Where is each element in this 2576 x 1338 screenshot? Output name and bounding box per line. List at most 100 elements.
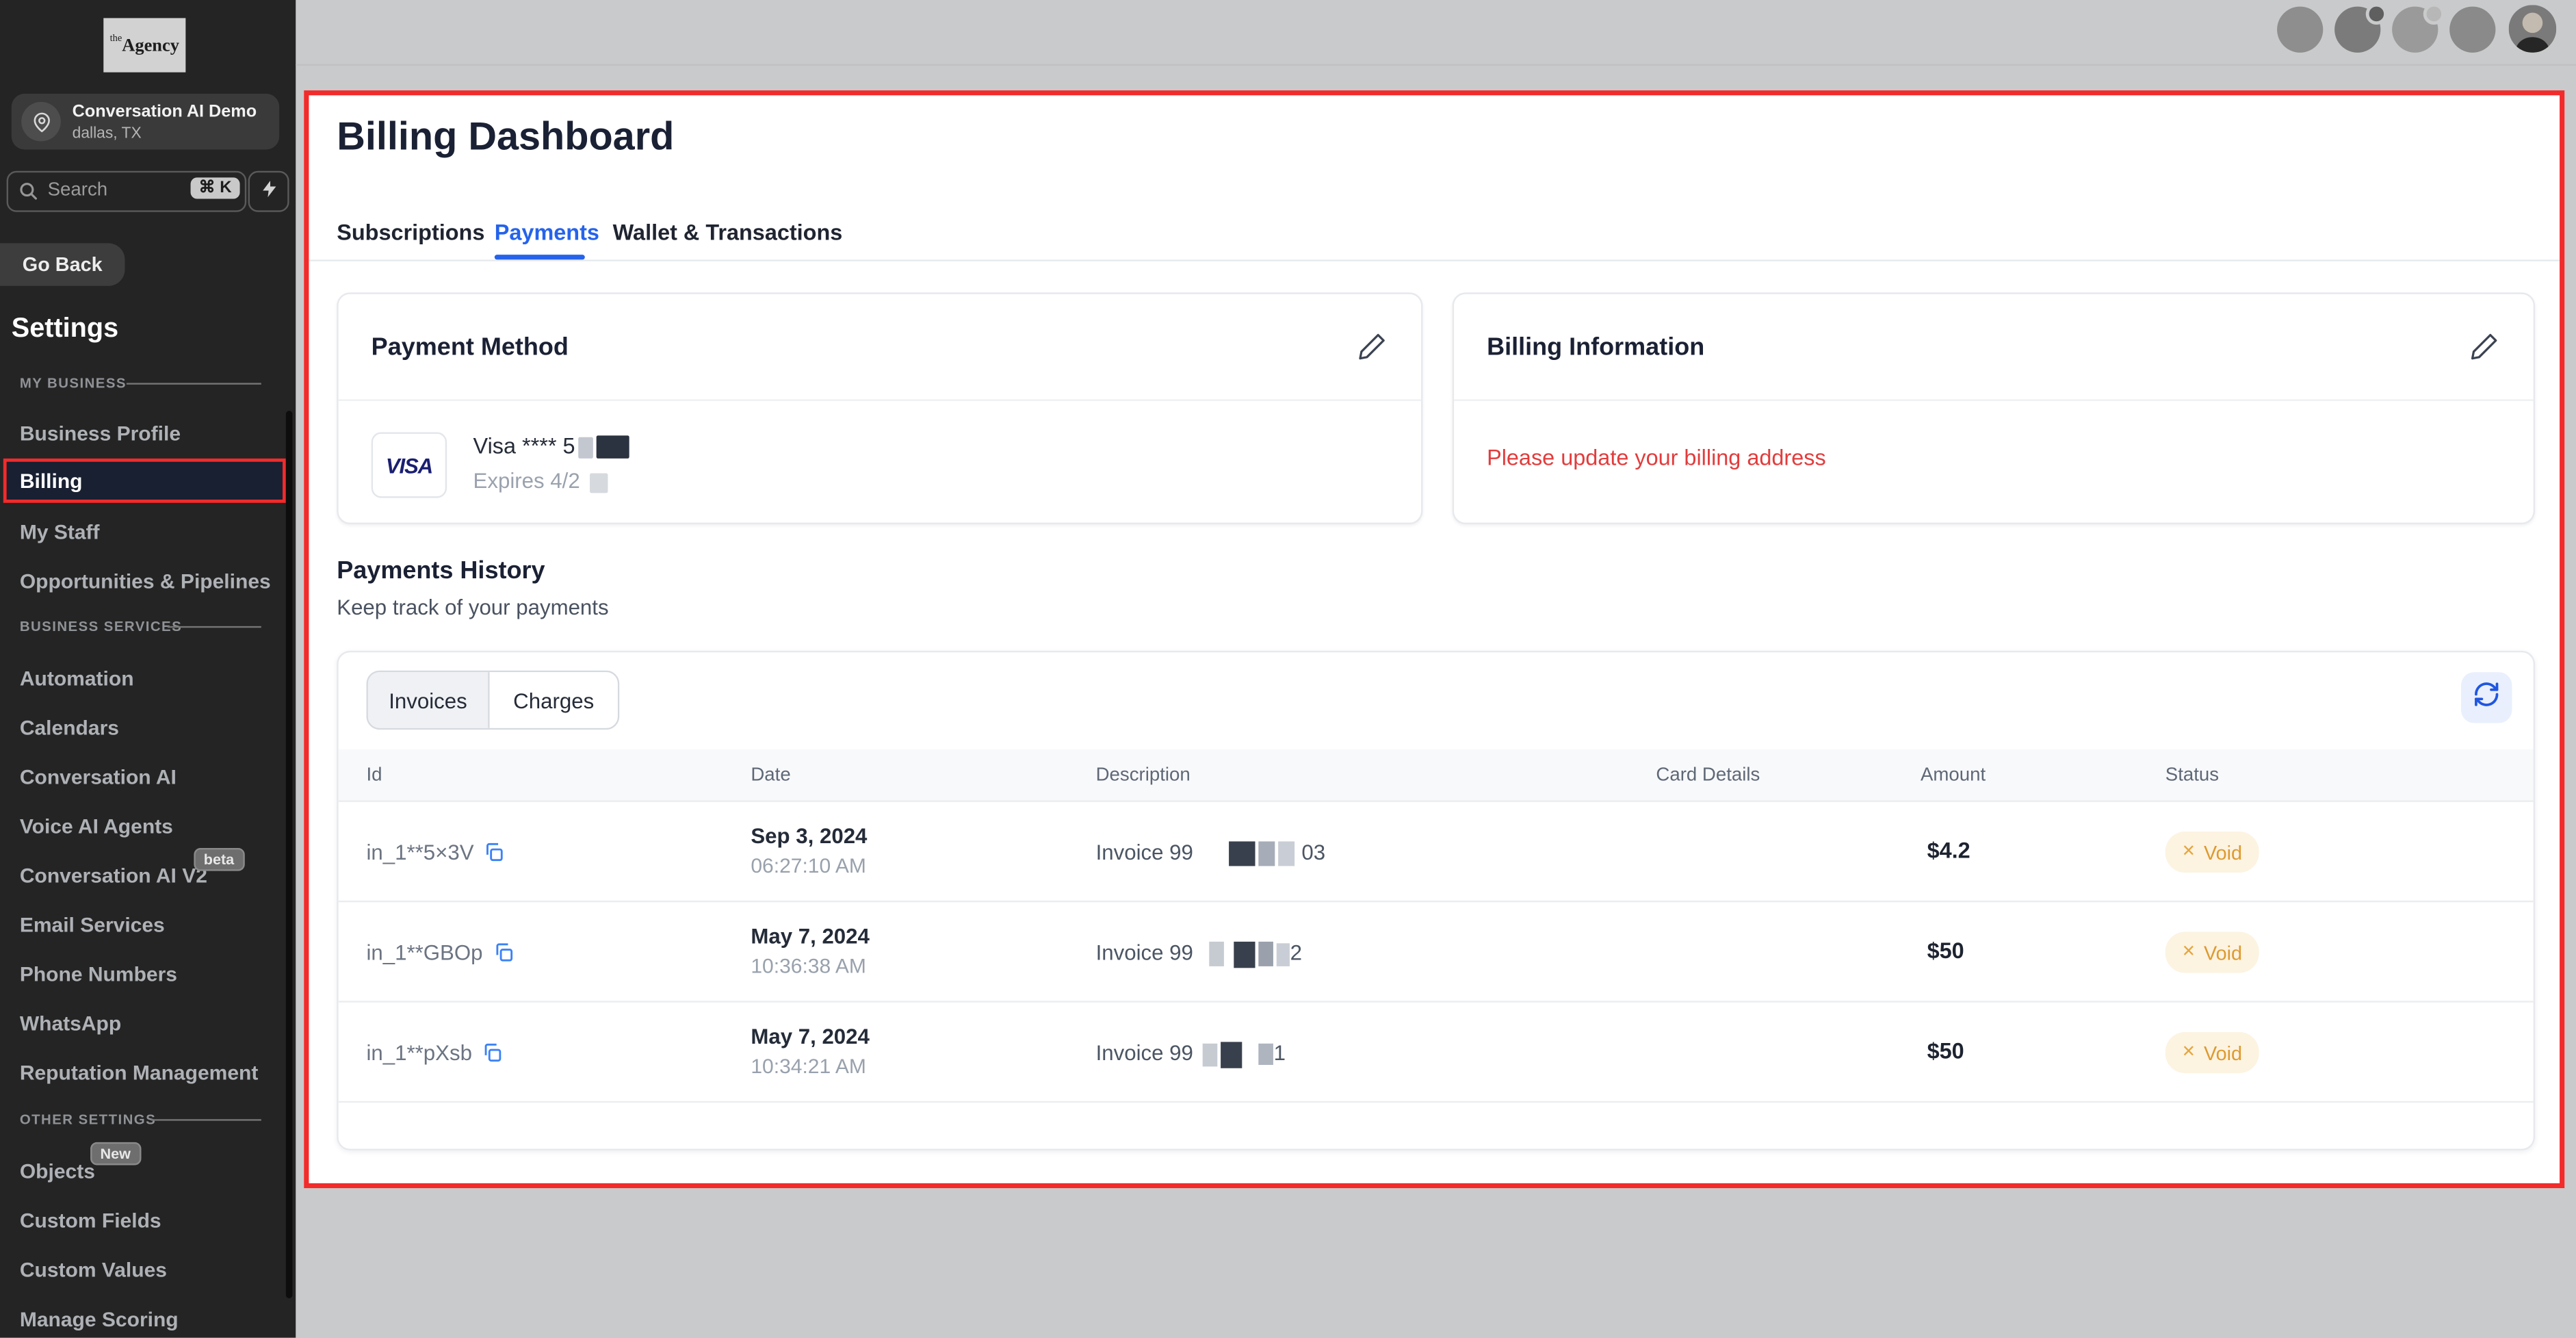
copy-icon[interactable] — [482, 1042, 503, 1068]
table-row[interactable]: in_1**5×3V Sep 3, 2024 06:27:10 AM Invoi… — [338, 802, 2534, 903]
sidebar-item-my-staff[interactable]: My Staff — [19, 521, 100, 544]
invoice-description: Invoice 99 03 — [1095, 840, 1325, 866]
sidebar-item-billing[interactable]: Billing — [3, 458, 286, 503]
sidebar-item-calendars[interactable]: Calendars — [19, 716, 119, 740]
topbar-divider — [296, 64, 2576, 66]
sidebar-item-custom-fields[interactable]: Custom Fields — [19, 1209, 161, 1233]
sidebar-item-email-services[interactable]: Email Services — [19, 914, 165, 937]
page-title: Billing Dashboard — [337, 115, 675, 159]
toolbar-icon-4[interactable] — [2449, 6, 2496, 53]
visa-logo: VISA — [371, 432, 447, 498]
sidebar-item-objects[interactable]: Objects — [19, 1160, 95, 1183]
sidebar-item-conversation-ai-v2[interactable]: Conversation AI V2 — [19, 864, 207, 888]
sidebar-item-voice-ai-agents[interactable]: Voice AI Agents — [19, 814, 173, 838]
invoice-date: May 7, 2024 — [751, 1023, 870, 1048]
billing-information-header: Billing Information — [1454, 294, 2534, 401]
section-divider — [126, 383, 261, 385]
search-input[interactable]: Search ⌘ K — [6, 170, 247, 212]
status-badge: ✕ Void — [2165, 832, 2259, 873]
agency-logo[interactable]: the Agency — [103, 18, 186, 73]
account-location: dallas, TX — [72, 125, 142, 143]
redaction-block — [1221, 1041, 1243, 1068]
invoice-amount: $50 — [1927, 938, 1964, 964]
table-row[interactable]: in_1**GBOp May 7, 2024 10:36:38 AM Invoi… — [338, 902, 2534, 1003]
sidebar-item-conversation-ai[interactable]: Conversation AI — [19, 765, 177, 789]
table-row[interactable]: in_1**pXsb May 7, 2024 10:34:21 AM Invoi… — [338, 1003, 2534, 1103]
search-placeholder: Search — [47, 181, 108, 201]
invoice-id: in_1**GBOp — [366, 940, 514, 968]
search-shortcut-badge: ⌘ K — [190, 177, 240, 199]
sidebar-item-manage-scoring[interactable]: Manage Scoring — [19, 1308, 179, 1331]
toggle-charges[interactable]: Charges — [488, 672, 618, 728]
redaction-block — [1209, 942, 1225, 967]
invoice-time: 10:34:21 AM — [751, 1055, 866, 1079]
invoice-date: May 7, 2024 — [751, 923, 870, 949]
sidebar-item-opportunities-pipelines[interactable]: Opportunities & Pipelines — [19, 570, 271, 593]
refresh-button[interactable] — [2460, 672, 2512, 723]
active-tab-underline — [494, 255, 585, 260]
toggle-invoices[interactable]: Invoices — [367, 672, 489, 728]
redaction-block — [1277, 942, 1290, 966]
edit-payment-method-icon[interactable] — [1357, 331, 1388, 362]
invoice-id-text: in_1**5×3V — [366, 840, 474, 865]
settings-sidebar: the Agency Conversation AI Demo dallas, T… — [0, 0, 296, 1338]
sidebar-scrollbar[interactable] — [285, 411, 293, 1298]
sidebar-item-phone-numbers[interactable]: Phone Numbers — [19, 963, 177, 986]
sidebar-item-whatsapp[interactable]: WhatsApp — [19, 1012, 122, 1035]
sidebar-item-automation[interactable]: Automation — [19, 667, 134, 691]
redaction-block — [1229, 841, 1256, 866]
card-number-label: Visa **** 5 — [473, 433, 575, 459]
description-suffix: 1 — [1273, 1040, 1286, 1065]
toolbar-icon-1[interactable] — [2277, 6, 2324, 53]
go-back-label: Go Back — [22, 253, 103, 276]
tab-subscriptions[interactable]: Subscriptions — [337, 220, 485, 245]
edit-billing-information-icon[interactable] — [2469, 331, 2501, 362]
card-number-line: Visa **** 5 — [473, 434, 629, 459]
col-amount: Amount — [1921, 765, 1986, 786]
copy-icon[interactable] — [484, 841, 505, 867]
refresh-icon — [2473, 680, 2501, 716]
sidebar-title: Settings — [11, 313, 119, 344]
redaction-block — [578, 437, 593, 459]
sidebar-item-reputation-management[interactable]: Reputation Management — [19, 1062, 259, 1085]
redaction-block — [1203, 1042, 1218, 1066]
new-badge: New — [90, 1142, 141, 1166]
invoices-charges-toggle: Invoices Charges — [366, 670, 620, 730]
payment-method-title: Payment Method — [371, 333, 569, 362]
agency-logo-prefix: the — [109, 34, 122, 44]
redaction-block — [1234, 940, 1256, 968]
description-prefix: Invoice 99 — [1095, 1040, 1193, 1065]
go-back-button[interactable]: Go Back — [0, 243, 125, 286]
invoice-date: Sep 3, 2024 — [751, 823, 868, 849]
user-avatar[interactable] — [2508, 5, 2557, 53]
redaction-block — [1258, 942, 1274, 967]
sidebar-item-custom-values[interactable]: Custom Values — [19, 1259, 168, 1282]
toolbar-icon-3-badge — [2423, 3, 2445, 25]
payment-method-card: Payment Method VISA Visa **** 5 Expires … — [337, 292, 1423, 524]
invoice-time: 06:27:10 AM — [751, 854, 866, 878]
billing-information-title: Billing Information — [1487, 333, 1705, 362]
section-divider — [151, 1119, 261, 1121]
tab-payments[interactable]: Payments — [494, 220, 599, 245]
copy-icon[interactable] — [493, 942, 514, 968]
tab-wallet-transactions[interactable]: Wallet & Transactions — [612, 220, 843, 245]
invoice-id-text: in_1**pXsb — [366, 1040, 472, 1065]
payments-history-title: Payments History — [337, 557, 545, 585]
sidebar-item-billing-label: Billing — [19, 469, 83, 493]
invoice-amount: $4.2 — [1927, 838, 1970, 863]
quick-actions-button[interactable] — [248, 170, 289, 212]
visa-logo-text: VISA — [385, 452, 433, 478]
redaction-block — [1258, 841, 1275, 866]
status-badge: ✕ Void — [2165, 1031, 2259, 1073]
col-description: Description — [1095, 765, 1191, 786]
account-switcher[interactable]: Conversation AI Demo dallas, TX — [11, 93, 280, 150]
x-icon: ✕ — [2181, 1043, 2196, 1062]
description-prefix: Invoice 99 — [1095, 840, 1193, 865]
account-name: Conversation AI Demo — [72, 101, 257, 122]
redaction-block — [1278, 841, 1295, 866]
card-expiry-label: Expires 4/2 — [473, 468, 580, 493]
payments-history-card: Invoices Charges Id Date Description Car… — [337, 650, 2536, 1150]
payment-method-header: Payment Method — [338, 294, 1422, 401]
sidebar-item-business-profile[interactable]: Business Profile — [19, 422, 181, 446]
